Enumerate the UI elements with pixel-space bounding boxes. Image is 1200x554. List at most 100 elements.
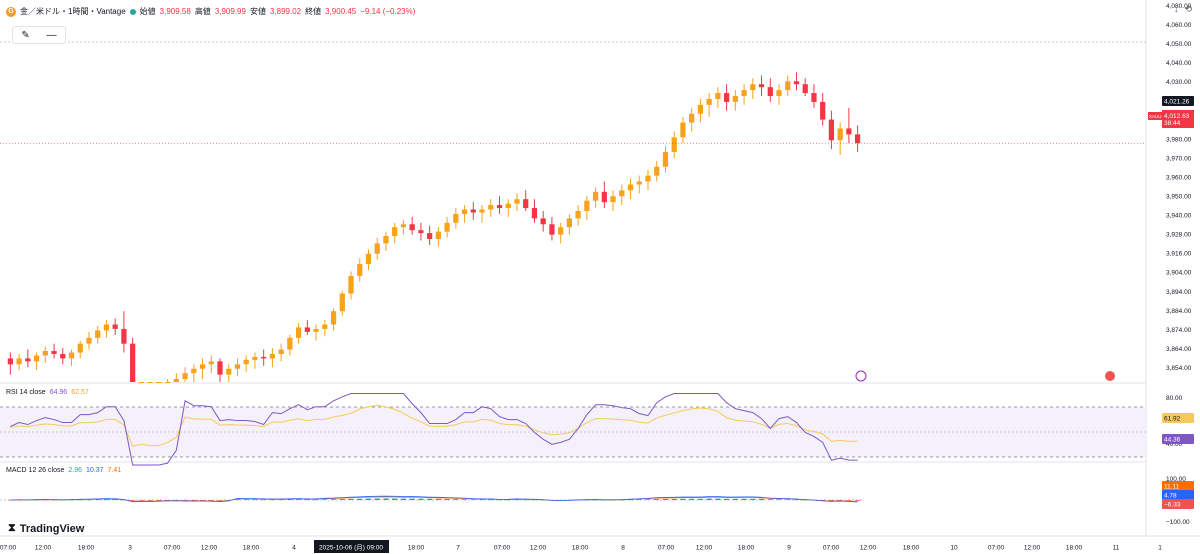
macd-hist-bar — [837, 500, 843, 501]
signal-value: 7.41 — [107, 467, 122, 474]
candle-body — [758, 84, 765, 88]
candle-body — [514, 199, 520, 204]
candle-body — [837, 128, 843, 141]
rsi-title[interactable]: RSI 14 close — [6, 389, 46, 396]
macd-hist-bar — [470, 499, 476, 500]
macd-hist-bar — [750, 498, 756, 500]
tv-logo-icon: ⧗ — [8, 522, 16, 534]
macd-hist-bar — [592, 499, 599, 501]
symbol-name[interactable]: 金／米ドル・1時間・Vantage — [20, 7, 126, 16]
horizontal-line-icon[interactable]: — — [46, 29, 57, 41]
candle-body — [828, 119, 835, 141]
rsi-tag-bg — [1162, 434, 1194, 444]
macd-hist-bar — [295, 499, 302, 500]
candle-body — [636, 181, 642, 185]
macd-hist-bar — [339, 499, 345, 500]
candle-body — [208, 361, 214, 365]
symbol-tag-bg — [1148, 112, 1162, 120]
candle-body — [322, 324, 328, 329]
macd-hist-bar — [645, 499, 651, 500]
candle-body — [654, 166, 660, 176]
time-tick-label: 18:00 — [78, 545, 95, 552]
macd-hist-bar — [365, 498, 372, 500]
macd-title[interactable]: MACD 12 26 close — [6, 467, 65, 474]
candles-layer — [0, 72, 1146, 383]
candle-body — [723, 93, 730, 102]
candle-body — [601, 191, 607, 203]
macd-hist-bar — [697, 498, 704, 500]
macd-hist-bar — [802, 499, 808, 501]
candle-body — [339, 293, 345, 312]
macd-hist-bar — [531, 499, 538, 501]
candle-body — [252, 356, 258, 360]
top-right-controls: ↓ ⟲ — [1174, 4, 1192, 15]
macd-hist-bar — [654, 499, 660, 500]
macd-hist-bar — [627, 499, 634, 501]
macd-hist-bar — [217, 500, 223, 501]
macd-tag-3-bg — [1162, 499, 1194, 509]
price-tick-label: 3,916.00 — [1166, 251, 1192, 258]
open-label: 始値 — [139, 7, 156, 16]
macd-hist-bar — [793, 499, 800, 501]
candle-body — [234, 364, 241, 369]
macd-hist-bar — [287, 499, 293, 501]
macd-tag-1: 11.11 — [1164, 484, 1180, 491]
refresh-icon[interactable]: ⟲ — [1184, 4, 1192, 14]
candle-body — [680, 122, 686, 138]
macd-hist-bar — [322, 499, 328, 500]
candle-body — [383, 236, 389, 244]
macd-hist-bar — [461, 499, 468, 500]
candle-body — [243, 359, 249, 365]
price-tick-label: 3,874.00 — [1166, 327, 1192, 334]
macd-hist-bar — [767, 499, 773, 500]
candle-body — [226, 368, 232, 375]
macd-hist-bar — [418, 498, 424, 500]
candle-body — [42, 351, 48, 356]
macd-hist-bar — [855, 500, 861, 501]
candle-body — [645, 175, 651, 182]
price-tick-label: 3,950.00 — [1166, 194, 1192, 201]
tradingview-logo[interactable]: ⧗ TradingView — [8, 522, 84, 535]
candle-body — [7, 358, 13, 365]
macd-hist-bar — [828, 500, 835, 501]
candle-body — [549, 224, 555, 235]
candle-body — [313, 328, 319, 332]
time-tick-label: 8 — [621, 545, 625, 552]
macd-hist-bar — [820, 500, 826, 501]
brush-icon[interactable]: ✎ — [21, 29, 30, 41]
candle-body — [470, 209, 476, 213]
candle-body — [750, 84, 756, 91]
macd-hist-bar — [706, 498, 712, 500]
download-icon[interactable]: ↓ — [1173, 4, 1179, 14]
rsi-axis-80: 80.00 — [1166, 395, 1183, 402]
price-tick-label: 4,050.00 — [1166, 41, 1192, 48]
candle-body — [610, 196, 616, 203]
candle-body — [662, 152, 669, 167]
price-tick-label: 3,884.00 — [1166, 308, 1192, 315]
time-tick-label: 18:00 — [572, 545, 589, 552]
macd-hist-bar — [278, 499, 284, 501]
macd-hist-bar — [304, 499, 310, 501]
symbol-price-bg — [1162, 110, 1194, 128]
candle-body — [706, 98, 712, 105]
candle-body — [295, 327, 302, 338]
change-value: −9.14 (−0.23%) — [360, 7, 416, 16]
macd-hist-bar — [785, 499, 791, 500]
time-tick-label: 07:00 — [658, 545, 675, 552]
rsi-line — [10, 393, 858, 466]
candle-body — [173, 379, 179, 382]
open-value: 3,909.58 — [159, 7, 191, 16]
macd-hist-bar — [383, 498, 389, 500]
price-tick-label: 4,030.00 — [1166, 79, 1192, 86]
macd-hist-bar — [680, 498, 686, 500]
price-tick-label: 4,040.00 — [1166, 60, 1192, 67]
price-tick-label: 3,970.00 — [1166, 155, 1192, 162]
macd-hist-bar — [95, 499, 101, 501]
macd-hist-bar — [252, 499, 258, 500]
candle-body — [191, 368, 197, 374]
macd-legend: MACD 12 26 close 2.96 10.37 7.41 — [6, 467, 121, 474]
time-tick-label: 07:00 — [0, 545, 17, 552]
macd-hist-bar — [741, 498, 747, 500]
candle-body — [199, 364, 206, 369]
